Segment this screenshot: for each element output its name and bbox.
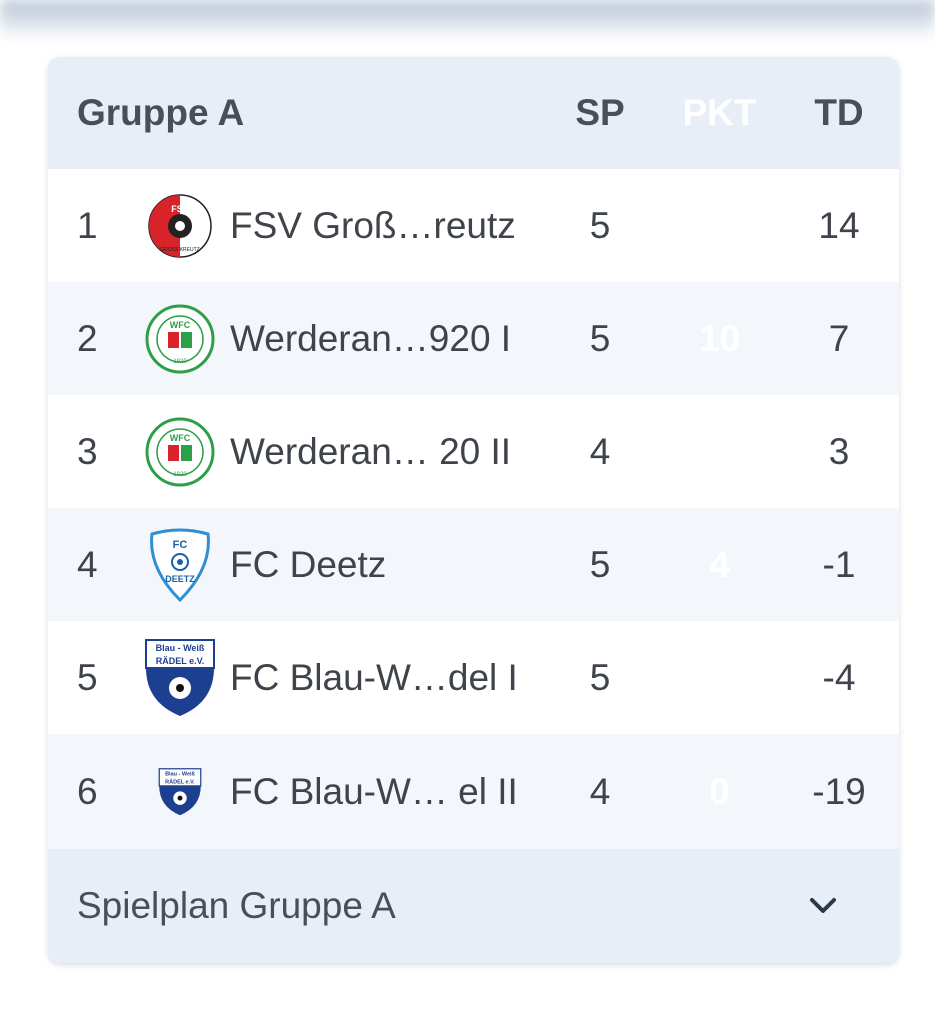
svg-text:RÄDEL e.V.: RÄDEL e.V.: [165, 778, 195, 785]
team-name[interactable]: FC Blau-W…del I: [230, 656, 518, 698]
column-header-sp[interactable]: SP: [575, 92, 625, 133]
team-name[interactable]: FSV Groß…reutz: [230, 204, 516, 246]
games-played: 4: [589, 770, 611, 812]
spielplan-toggle[interactable]: Spielplan Gruppe A: [48, 849, 899, 963]
svg-text:Blau - Weiß: Blau - Weiß: [156, 643, 205, 653]
games-played: 5: [589, 317, 611, 359]
svg-text:Blau - Weiß: Blau - Weiß: [165, 771, 195, 777]
team-name[interactable]: FC Deetz: [230, 543, 387, 585]
svg-text:WFC: WFC: [170, 320, 191, 330]
goal-difference: 3: [828, 430, 850, 472]
table-row[interactable]: 3 WFC 1920 Werderan… 20 II 4 7 3: [48, 395, 899, 508]
table-row[interactable]: 5 Blau - Weiß RÄDEL e.V. FC Blau-W…del I…: [48, 621, 899, 734]
goal-difference: -4: [822, 656, 856, 698]
games-played: 5: [589, 656, 611, 698]
chevron-down-icon[interactable]: [800, 883, 846, 929]
goal-difference: 14: [818, 204, 860, 246]
goal-difference: -1: [822, 543, 856, 585]
table-header: Gruppe A SP PKT TD: [48, 57, 899, 169]
rank: 4: [77, 543, 98, 585]
table-row[interactable]: 2 WFC 1920 Werderan…920 I 5 10 7: [48, 282, 899, 395]
top-bar-shadow: [0, 0, 935, 40]
spielplan-label: Spielplan Gruppe A: [77, 885, 396, 926]
svg-text:FSV: FSV: [171, 204, 189, 214]
rank: 1: [77, 204, 98, 246]
table-row[interactable]: 4 FC DEETZ FC Deetz 5 4 -1: [48, 508, 899, 621]
team-logo-fsv: FSV GROSS KREUTZ: [144, 169, 216, 282]
rank: 6: [77, 770, 98, 812]
svg-text:1920: 1920: [173, 359, 187, 365]
games-played: 5: [589, 204, 611, 246]
table-row[interactable]: 1 FSV GROSS KREUTZ FSV Groß…reutz 5 15 1…: [48, 169, 899, 282]
points: 0: [709, 770, 730, 812]
team-name[interactable]: Werderan…920 I: [230, 317, 512, 359]
team-logo-deetz: FC DEETZ: [144, 508, 216, 621]
rank: 3: [77, 430, 98, 472]
points: 4: [709, 543, 730, 585]
team-logo-raedel: Blau - Weiß RÄDEL e.V.: [144, 621, 216, 734]
team-logo-wfc: WFC 1920: [144, 282, 216, 395]
svg-text:1920: 1920: [173, 472, 187, 478]
svg-text:FC: FC: [173, 539, 188, 551]
svg-text:DEETZ: DEETZ: [165, 574, 195, 584]
team-logo-raedel-small: Blau - Weiß RÄDEL e.V.: [144, 734, 216, 849]
team-logo-wfc: WFC 1920: [144, 395, 216, 508]
games-played: 4: [589, 430, 611, 472]
points: 15: [698, 204, 741, 246]
rank: 5: [77, 656, 98, 698]
points: 4: [709, 656, 730, 698]
column-header-pkt[interactable]: PKT: [682, 92, 757, 133]
games-played: 5: [589, 543, 611, 585]
rank: 2: [77, 317, 98, 359]
svg-text:WFC: WFC: [170, 433, 191, 443]
points: 10: [698, 317, 741, 359]
points: 7: [709, 430, 730, 472]
svg-text:GROSS KREUTZ: GROSS KREUTZ: [160, 247, 199, 253]
goal-difference: 7: [828, 317, 850, 359]
team-name[interactable]: FC Blau-W… el II: [230, 770, 518, 812]
svg-text:RÄDEL e.V.: RÄDEL e.V.: [156, 656, 205, 666]
goal-difference: -19: [812, 770, 866, 812]
column-header-td[interactable]: TD: [814, 92, 864, 133]
standings-card: Gruppe A SP PKT TD 1 FSV GROSS KREUTZ FS…: [48, 57, 899, 963]
team-name[interactable]: Werderan… 20 II: [230, 430, 512, 472]
table-row[interactable]: 6 Blau - Weiß RÄDEL e.V. FC Blau-W… el I…: [48, 734, 899, 849]
group-title: Gruppe A: [77, 92, 245, 133]
